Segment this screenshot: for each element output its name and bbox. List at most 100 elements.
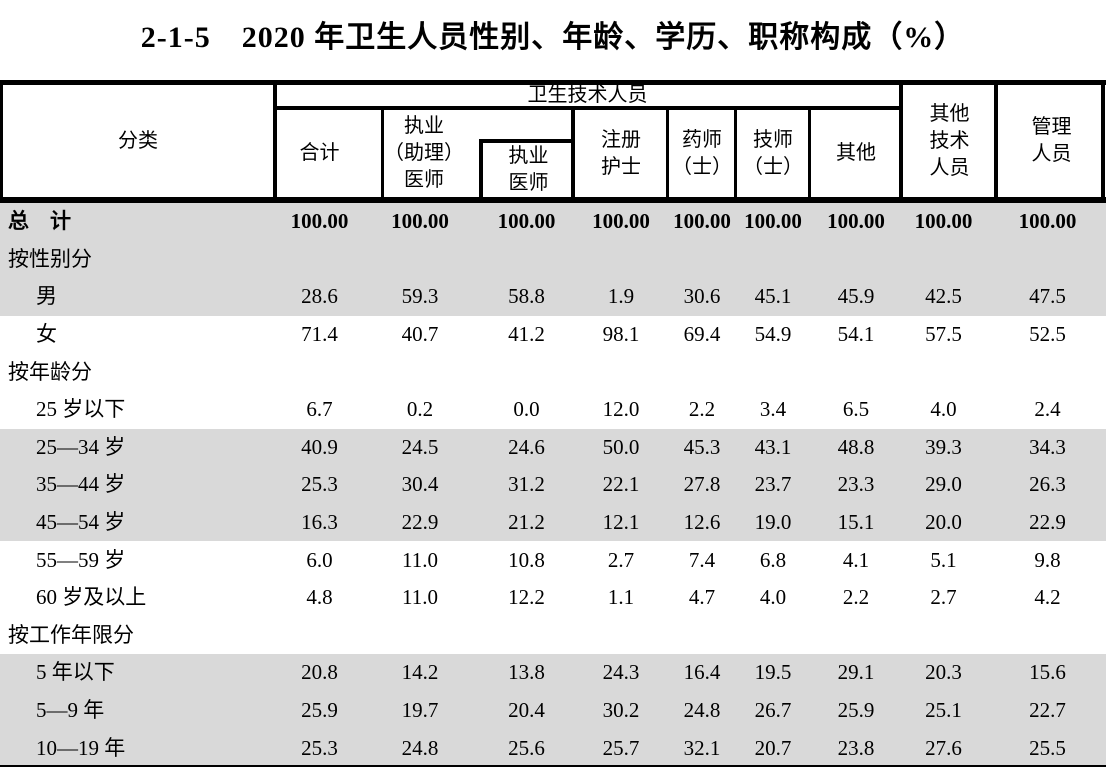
value-cell: 45.1 <box>754 284 792 309</box>
value-cell: 100.00 <box>673 209 731 234</box>
value-cell: 20.8 <box>301 660 338 685</box>
row-label: 10—19 年 <box>36 735 126 760</box>
value-cell: 6.8 <box>759 547 787 572</box>
value-cell: 31.2 <box>508 472 545 497</box>
value-cell: 16.4 <box>683 660 721 685</box>
column-divider <box>381 110 384 197</box>
row-label: 35—44 岁 <box>36 472 126 497</box>
table-row: 按工作年限分 <box>0 617 1106 655</box>
value-cell: 54.9 <box>754 322 792 347</box>
top-rule <box>0 80 1106 85</box>
table-row: 按年龄分 <box>0 353 1106 391</box>
row-label: 男 <box>36 284 57 309</box>
value-cell: 21.2 <box>508 510 545 535</box>
row-label: 55—59 岁 <box>36 547 126 572</box>
value-cell: 4.7 <box>688 585 716 610</box>
table-row: 25—34 岁 40.9 24.5 24.6 50.0 45.3 43.1 48.8 39.3 3… <box>0 428 1106 467</box>
value-cell: 25.3 <box>301 472 338 497</box>
col-header-licensed-physician: 执业 医师 <box>479 139 574 197</box>
value-cell: 23.7 <box>754 472 792 497</box>
table-row: 男 28.6 59.3 58.8 1.9 30.6 45.1 45.9 42.5 47.5 <box>0 278 1106 316</box>
value-cell: 16.3 <box>301 510 338 535</box>
value-cell: 24.6 <box>508 434 545 459</box>
value-cell: 2.7 <box>930 585 957 610</box>
value-cell: 25.9 <box>837 698 875 723</box>
value-cell: 30.4 <box>401 472 439 497</box>
value-cell: 23.3 <box>837 472 875 497</box>
value-cell: 30.6 <box>683 284 721 309</box>
value-cell: 100.00 <box>914 209 973 234</box>
table-row: 10—19 年 25.3 24.8 25.6 25.7 32.1 20.7 23.8 27.6 2… <box>0 729 1106 767</box>
value-cell: 11.0 <box>402 547 438 572</box>
col-header-management: 管理 人员 <box>1031 116 1072 165</box>
row-label: 5—9 年 <box>36 698 105 723</box>
table-row: 60 岁及以上 4.8 11.0 12.2 1.1 4.7 4.0 2.2 2.7 4.2 <box>0 579 1106 617</box>
col-header-registered-nurse: 注册 护士 <box>601 128 641 178</box>
value-cell: 9.8 <box>1034 547 1061 572</box>
header-bottom-rule <box>0 197 1106 203</box>
value-cell: 100.00 <box>744 209 802 234</box>
value-cell: 12.2 <box>508 585 545 610</box>
row-label: 女 <box>36 322 57 347</box>
value-cell: 100.00 <box>497 209 556 234</box>
table-row: 按性别分 <box>0 240 1106 279</box>
col-header-health-technical-group: 卫生技术人员 <box>527 84 648 106</box>
value-cell: 4.0 <box>930 397 957 422</box>
value-cell: 15.1 <box>837 510 875 535</box>
value-cell: 6.0 <box>306 547 333 572</box>
value-cell: 45.9 <box>837 284 875 309</box>
value-cell: 52.5 <box>1029 322 1066 347</box>
value-cell: 100.00 <box>827 209 885 234</box>
value-cell: 22.1 <box>602 472 640 497</box>
table-row: 45—54 岁 16.3 22.9 21.2 12.1 12.6 19.0 15.1 20.0 2… <box>0 503 1106 542</box>
row-label: 总 计 <box>8 209 71 234</box>
value-cell: 25.6 <box>508 735 545 760</box>
value-cell: 11.0 <box>402 585 438 610</box>
value-cell: 71.4 <box>301 322 338 347</box>
col-header-total: 合计 <box>299 142 340 164</box>
value-cell: 2.7 <box>607 547 635 572</box>
value-cell: 22.9 <box>401 510 439 535</box>
value-cell: 25.5 <box>1029 735 1066 760</box>
value-cell: 4.0 <box>759 585 787 610</box>
value-cell: 24.8 <box>683 698 721 723</box>
value-cell: 28.6 <box>301 284 338 309</box>
table-row: 5 年以下 20.8 14.2 13.8 24.3 16.4 19.5 29.1 20.3 15.… <box>0 654 1106 692</box>
header-left-border <box>0 85 3 197</box>
col-header-licensed-assistant-physician: 执业 （助理） 医师 <box>384 115 464 191</box>
bottom-rule <box>0 765 1106 767</box>
value-cell: 3.4 <box>759 397 787 422</box>
value-cell: 41.2 <box>508 322 545 347</box>
value-cell: 24.3 <box>602 660 640 685</box>
value-cell: 5.1 <box>930 547 957 572</box>
value-cell: 40.7 <box>401 322 439 347</box>
value-cell: 2.2 <box>842 585 870 610</box>
value-cell: 6.7 <box>306 397 333 422</box>
value-cell: 24.5 <box>401 434 439 459</box>
value-cell: 1.9 <box>607 284 635 309</box>
value-cell: 100.00 <box>391 209 449 234</box>
value-cell: 12.0 <box>602 397 640 422</box>
value-cell: 43.1 <box>754 434 792 459</box>
value-cell: 19.5 <box>754 660 792 685</box>
value-cell: 25.9 <box>301 698 338 723</box>
value-cell: 12.1 <box>602 510 640 535</box>
table-row: 55—59 岁 6.0 11.0 10.8 2.7 7.4 6.8 4.1 5.1 9.8 <box>0 541 1106 579</box>
value-cell: 13.8 <box>508 660 545 685</box>
value-cell: 59.3 <box>401 284 439 309</box>
value-cell: 20.0 <box>925 510 962 535</box>
value-cell: 22.7 <box>1029 698 1066 723</box>
value-cell: 34.3 <box>1029 434 1066 459</box>
column-divider <box>666 110 669 197</box>
value-cell: 29.0 <box>925 472 962 497</box>
row-label: 按性别分 <box>8 246 92 271</box>
table-row: 35—44 岁 25.3 30.4 31.2 22.1 27.8 23.7 23.3 29.0 2… <box>0 466 1106 504</box>
column-divider <box>899 85 903 197</box>
value-cell: 20.7 <box>754 735 792 760</box>
value-cell: 100.00 <box>592 209 650 234</box>
value-cell: 45.3 <box>683 434 721 459</box>
group-header-underline <box>276 106 899 110</box>
value-cell: 1.1 <box>607 585 635 610</box>
value-cell: 19.7 <box>401 698 439 723</box>
